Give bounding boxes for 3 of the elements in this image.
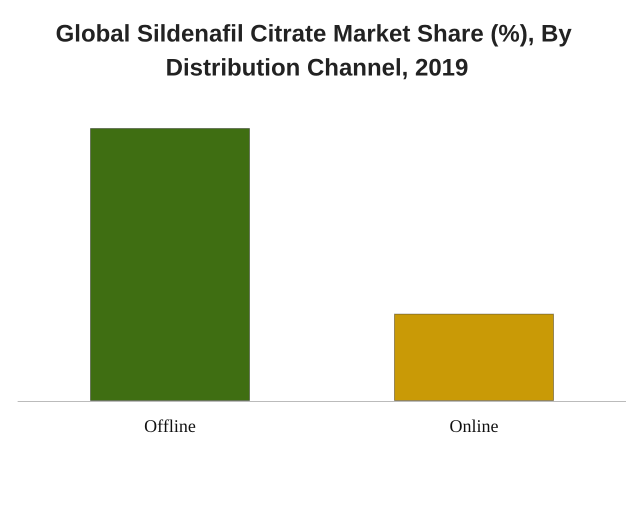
chart-title: Global Sildenafil Citrate Market Share (%), By Distribution Channel, 2019: [56, 20, 578, 82]
x-tick-label: Offline: [144, 416, 196, 436]
x-tick-label: Online: [450, 416, 498, 436]
